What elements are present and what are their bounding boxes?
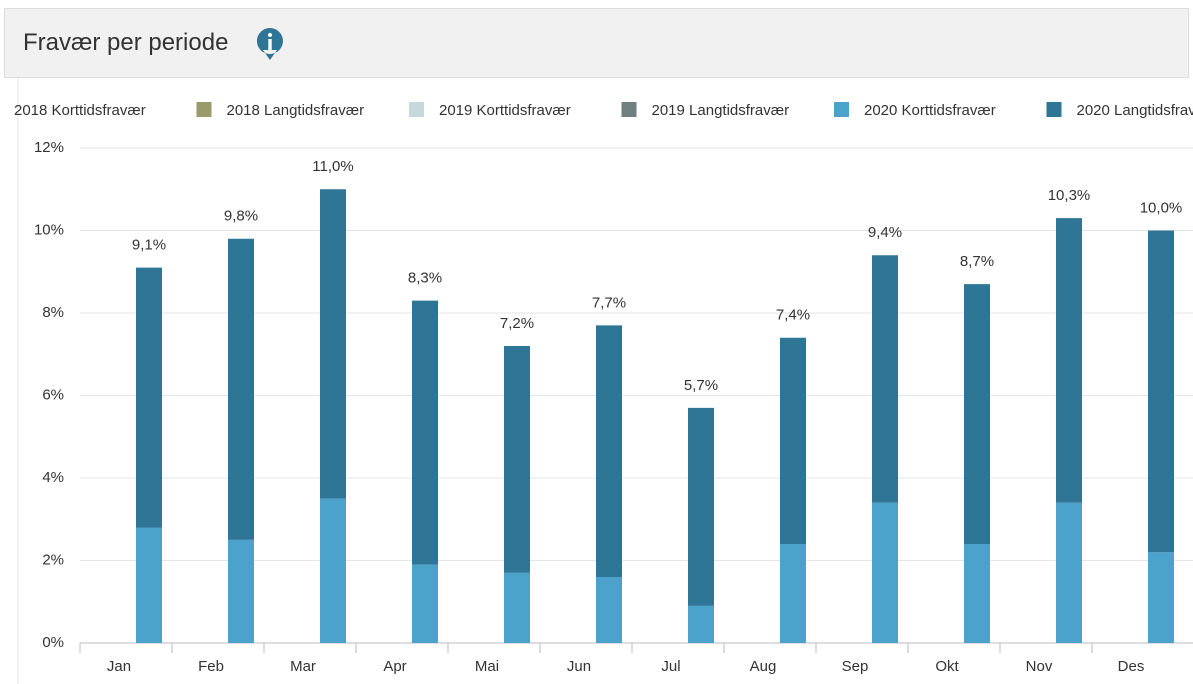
x-tick-label: Mar bbox=[290, 658, 316, 675]
total-label: 10,0% bbox=[1140, 199, 1183, 216]
x-tick-label: Feb bbox=[198, 658, 224, 675]
y-tick-label: 6% bbox=[42, 386, 64, 403]
x-tick-label: Des bbox=[1118, 658, 1145, 675]
bar-segment bbox=[136, 527, 162, 643]
x-tick-label: Jan bbox=[107, 658, 131, 675]
y-tick-label: 0% bbox=[42, 634, 64, 651]
bar-segment bbox=[596, 325, 622, 577]
x-tick-label: Nov bbox=[1026, 658, 1053, 675]
y-tick-label: 8% bbox=[42, 304, 64, 321]
x-tick-label: Sep bbox=[842, 658, 869, 675]
bar-segment bbox=[872, 502, 898, 643]
info-icon[interactable] bbox=[255, 26, 285, 62]
total-label: 9,4% bbox=[868, 224, 902, 241]
bar-segment bbox=[504, 572, 530, 643]
legend-swatch bbox=[1046, 102, 1062, 117]
chart-title: Fravær per periode bbox=[23, 29, 229, 56]
bar-segment bbox=[1148, 552, 1174, 643]
x-tick-label: Aug bbox=[750, 658, 777, 675]
total-label: 10,3% bbox=[1048, 187, 1091, 204]
y-tick-label: 2% bbox=[42, 551, 64, 568]
bar-segment bbox=[780, 544, 806, 643]
bar-segment bbox=[136, 267, 162, 528]
x-tick-label: Mai bbox=[475, 658, 499, 675]
bar-segment bbox=[412, 300, 438, 565]
bar-segment bbox=[964, 544, 990, 643]
y-tick-label: 4% bbox=[42, 469, 64, 486]
legend-label: 2020 Langtidsfravær bbox=[1077, 102, 1193, 119]
y-tick-label: 10% bbox=[34, 221, 64, 238]
bar-segment bbox=[228, 238, 254, 540]
x-tick-label: Jun bbox=[567, 658, 591, 675]
x-tick-label: Okt bbox=[935, 658, 959, 675]
total-label: 5,7% bbox=[684, 377, 718, 394]
bar-segment bbox=[872, 255, 898, 503]
x-tick-label: Apr bbox=[383, 658, 406, 675]
header: Fravær per periode bbox=[4, 8, 1189, 78]
legend-label: 2020 Korttidsfravær bbox=[864, 102, 996, 119]
bar-segment bbox=[1056, 218, 1082, 503]
bar-segment bbox=[320, 498, 346, 643]
bar-segment bbox=[412, 564, 438, 643]
total-label: 7,4% bbox=[776, 307, 810, 324]
legend-swatch bbox=[409, 102, 424, 117]
bar-segment bbox=[1056, 502, 1082, 643]
total-label: 9,8% bbox=[224, 208, 258, 225]
total-label: 8,7% bbox=[960, 253, 994, 270]
bar-segment bbox=[228, 539, 254, 643]
bar-segment bbox=[504, 346, 530, 573]
legend-swatch bbox=[621, 102, 637, 117]
total-label: 7,2% bbox=[500, 315, 534, 332]
x-tick-label: Jul bbox=[661, 658, 680, 675]
legend-label: 2019 Langtidsfravær bbox=[652, 102, 790, 119]
bar-segment bbox=[688, 407, 714, 606]
legend-swatch bbox=[196, 102, 212, 117]
total-label: 7,7% bbox=[592, 294, 626, 311]
bar-segment bbox=[596, 577, 622, 643]
bar-segment bbox=[688, 605, 714, 643]
legend-swatch bbox=[834, 102, 849, 117]
legend-label: 2018 Korttidsfravær bbox=[14, 102, 146, 119]
y-tick-label: 12% bbox=[34, 139, 64, 156]
legend-label: 2019 Korttidsfravær bbox=[439, 102, 571, 119]
legend-label: 2018 Langtidsfravær bbox=[227, 102, 365, 119]
total-label: 8,3% bbox=[408, 270, 442, 287]
bar-segment bbox=[1148, 230, 1174, 553]
bar-segment bbox=[964, 284, 990, 544]
total-label: 9,1% bbox=[132, 237, 166, 254]
bar-segment bbox=[320, 189, 346, 499]
total-label: 11,0% bbox=[312, 158, 353, 175]
bar-segment bbox=[780, 337, 806, 544]
